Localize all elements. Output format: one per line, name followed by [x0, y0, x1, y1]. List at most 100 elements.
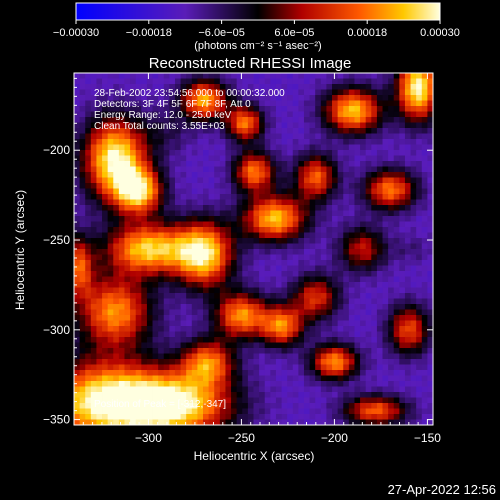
heatmap-cell [79, 392, 86, 398]
heatmap-cell [236, 331, 243, 338]
heatmap-cell [247, 161, 254, 167]
heatmap-cell [107, 150, 114, 156]
heatmap-cell [141, 386, 148, 393]
heatmap-cell [348, 276, 355, 283]
heatmap-cell [404, 249, 411, 255]
heatmap-cell [315, 287, 322, 294]
heatmap-cell [208, 271, 215, 277]
heatmap-cell [130, 326, 137, 332]
heatmap-cell [113, 359, 120, 365]
heatmap-cell [219, 392, 226, 398]
heatmap-cell [113, 84, 120, 90]
heatmap-cell [174, 337, 181, 343]
heatmap-cell [253, 73, 260, 79]
heatmap-cell [225, 364, 232, 371]
heatmap-cell [332, 271, 339, 277]
heatmap-cell [141, 150, 148, 156]
heatmap-cell [214, 265, 221, 272]
heatmap-cell [169, 128, 176, 134]
heatmap-cell [410, 232, 417, 239]
heatmap-cell [225, 221, 232, 228]
heatmap-cell [186, 375, 193, 382]
heatmap-cell [264, 232, 271, 239]
heatmap-cell [74, 293, 81, 299]
heatmap-cell [74, 370, 81, 376]
heatmap-cell [320, 183, 327, 189]
heatmap-cell [337, 260, 344, 266]
heatmap-cell [427, 254, 434, 261]
heatmap-cell [376, 216, 383, 222]
heatmap-cell [102, 392, 109, 398]
heatmap-cell [365, 337, 372, 343]
heatmap-cell [124, 408, 131, 415]
heatmap-cell [113, 150, 120, 156]
heatmap-cell [169, 408, 176, 415]
heatmap-cell [332, 397, 339, 404]
heatmap-cell [135, 100, 142, 107]
heatmap-cell [416, 254, 423, 261]
heatmap-cell [214, 348, 221, 354]
heatmap-cell [135, 84, 142, 90]
heatmap-cell [360, 221, 367, 228]
heatmap-cell [371, 111, 378, 118]
heatmap-cell [118, 221, 125, 228]
heatmap-cell [354, 106, 361, 112]
heatmap-cell [79, 194, 86, 200]
heatmap-cell [270, 144, 277, 151]
heatmap-cell [174, 194, 181, 200]
heatmap-cell [124, 100, 131, 107]
heatmap-cell [197, 359, 204, 365]
heatmap-cell [225, 216, 232, 222]
heatmap-cell [113, 414, 120, 420]
heatmap-cell [376, 150, 383, 156]
heatmap-cell [376, 89, 383, 96]
heatmap-cell [74, 238, 81, 244]
heatmap-cell [337, 304, 344, 310]
heatmap-cell [315, 227, 322, 233]
heatmap-cell [197, 249, 204, 255]
heatmap-cell [247, 298, 254, 305]
heatmap-cell [320, 364, 327, 371]
heatmap-cell [410, 111, 417, 118]
heatmap-cell [141, 89, 148, 96]
heatmap-cell [186, 161, 193, 167]
heatmap-cell [102, 254, 109, 261]
heatmap-cell [124, 320, 131, 327]
heatmap-cell [332, 381, 339, 387]
heatmap-cell [146, 166, 153, 173]
heatmap-cell [281, 260, 288, 266]
heatmap-cell [393, 150, 400, 156]
heatmap-cell [287, 298, 294, 305]
heatmap-cell [365, 166, 372, 173]
heatmap-cell [376, 331, 383, 338]
heatmap-cell [152, 403, 159, 409]
heatmap-cell [107, 315, 114, 321]
heatmap-cell [186, 359, 193, 365]
heatmap-cell [315, 271, 322, 277]
heatmap-cell [292, 117, 299, 123]
heatmap-cell [90, 221, 97, 228]
heatmap-cell [197, 375, 204, 382]
heatmap-cell [118, 408, 125, 415]
heatmap-cell [360, 249, 367, 255]
heatmap-cell [303, 315, 310, 321]
heatmap-cell [231, 221, 238, 228]
heatmap-cell [343, 408, 350, 415]
heatmap-cell [371, 282, 378, 288]
heatmap-cell [410, 282, 417, 288]
heatmap-cell [281, 194, 288, 200]
heatmap-cell [219, 359, 226, 365]
heatmap-cell [225, 370, 232, 376]
heatmap-cell [191, 210, 198, 217]
heatmap-cell [242, 392, 249, 398]
heatmap-cell [118, 370, 125, 376]
heatmap-cell [74, 89, 81, 96]
heatmap-cell [365, 199, 372, 206]
heatmap-cell [146, 260, 153, 266]
heatmap-cell [326, 326, 333, 332]
heatmap-cell [242, 73, 249, 79]
heatmap-cell [124, 133, 131, 140]
heatmap-cell [343, 282, 350, 288]
heatmap-cell [281, 293, 288, 299]
heatmap-cell [96, 309, 103, 316]
